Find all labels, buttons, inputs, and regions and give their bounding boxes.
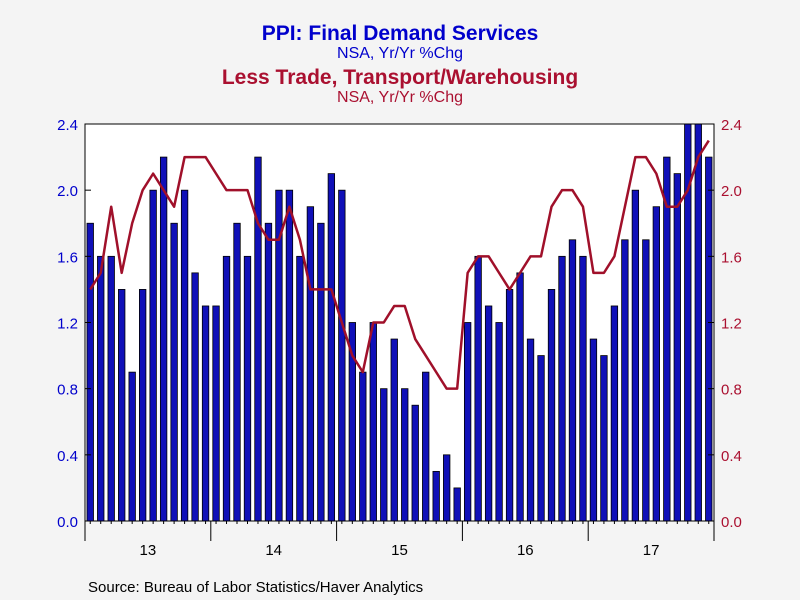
y-axis-right-labels: 0.0 0.4 0.8 1.2 1.6 2.0 2.4: [721, 117, 742, 531]
bar: [537, 355, 545, 522]
bar: [453, 487, 461, 522]
y-tick-label-left: 0.8: [57, 382, 78, 399]
axis-ticks: [84, 123, 715, 541]
bar: [516, 272, 524, 522]
bar: [296, 255, 304, 522]
bar: [222, 255, 231, 522]
y-tick-label-right: 0.4: [721, 448, 742, 465]
bar: [579, 255, 587, 522]
bar: [285, 189, 294, 522]
bar: [600, 355, 608, 522]
source-note: Source: Bureau of Labor Statistics/Haver…: [88, 579, 423, 596]
bar: [663, 156, 671, 522]
x-year-label: 14: [265, 542, 282, 559]
bar: [495, 322, 503, 522]
bar: [432, 470, 440, 522]
bar: [86, 222, 94, 522]
bar: [128, 371, 136, 522]
bar: [568, 239, 577, 522]
chart-title: PPI: Final Demand Services: [262, 22, 539, 45]
chart-subtitle: NSA, Yr/Yr %Chg: [337, 45, 463, 62]
bar: [673, 173, 681, 522]
x-year-label: 16: [517, 542, 534, 559]
bar: [327, 173, 336, 522]
bar: [705, 156, 713, 522]
y-tick-label-right: 0.8: [721, 382, 742, 399]
bar: [118, 289, 126, 522]
bar: [338, 189, 346, 522]
chart-subtitle-2: NSA, Yr/Yr %Chg: [337, 89, 463, 106]
bar: [422, 371, 430, 522]
bar: [180, 189, 189, 522]
line-series: [89, 139, 710, 390]
x-axis-labels: 13 14 15 16 17: [140, 542, 660, 559]
bar: [139, 289, 147, 522]
y-tick-label-left: 1.2: [57, 316, 78, 333]
bar: [254, 156, 262, 522]
bar: [390, 338, 398, 522]
chart-title-2: Less Trade, Transport/Warehousing: [222, 66, 578, 89]
bar: [233, 222, 241, 522]
bar: [642, 239, 650, 522]
bar-series: [86, 123, 713, 522]
y-tick-label-right: 2.0: [721, 183, 742, 200]
bar: [505, 289, 514, 522]
bar: [369, 322, 377, 522]
bar: [463, 322, 472, 522]
bar: [380, 388, 388, 522]
bar: [201, 305, 210, 522]
bar: [359, 371, 367, 522]
y-tick-label-left: 1.6: [57, 249, 78, 266]
bar: [484, 305, 493, 522]
bar: [264, 222, 273, 522]
bar: [443, 454, 451, 522]
bar: [652, 206, 660, 522]
y-tick-label-right: 0.0: [721, 514, 742, 531]
bar: [170, 222, 178, 522]
bar: [610, 305, 619, 522]
bar: [212, 305, 220, 522]
bar: [191, 272, 199, 522]
y-tick-label-right: 1.2: [721, 316, 742, 333]
y-tick-label-right: 1.6: [721, 249, 742, 266]
bar: [401, 388, 409, 522]
bar: [621, 239, 629, 522]
bar: [317, 222, 325, 522]
y-tick-label-left: 0.4: [57, 448, 78, 465]
bar: [107, 255, 115, 522]
x-year-label: 13: [140, 542, 157, 559]
bar: [411, 404, 419, 522]
bar: [97, 255, 105, 522]
bar: [149, 189, 157, 522]
plot-area: [85, 124, 714, 521]
bar: [589, 338, 598, 522]
y-tick-label-left: 2.0: [57, 183, 78, 200]
bar: [694, 123, 702, 522]
bar: [547, 289, 556, 522]
bar: [526, 338, 535, 522]
bar: [306, 206, 315, 522]
bar: [474, 255, 482, 522]
y-tick-label-left: 2.4: [57, 117, 78, 134]
bar: [159, 156, 168, 522]
bar: [631, 189, 640, 522]
y-tick-label-right: 2.4: [721, 117, 742, 134]
x-year-label: 15: [391, 542, 408, 559]
bar: [558, 255, 566, 522]
y-tick-label-left: 0.0: [57, 514, 78, 531]
y-axis-left-labels: 0.0 0.4 0.8 1.2 1.6 2.0 2.4: [57, 117, 78, 531]
bar: [243, 255, 252, 522]
x-year-label: 17: [643, 542, 660, 559]
